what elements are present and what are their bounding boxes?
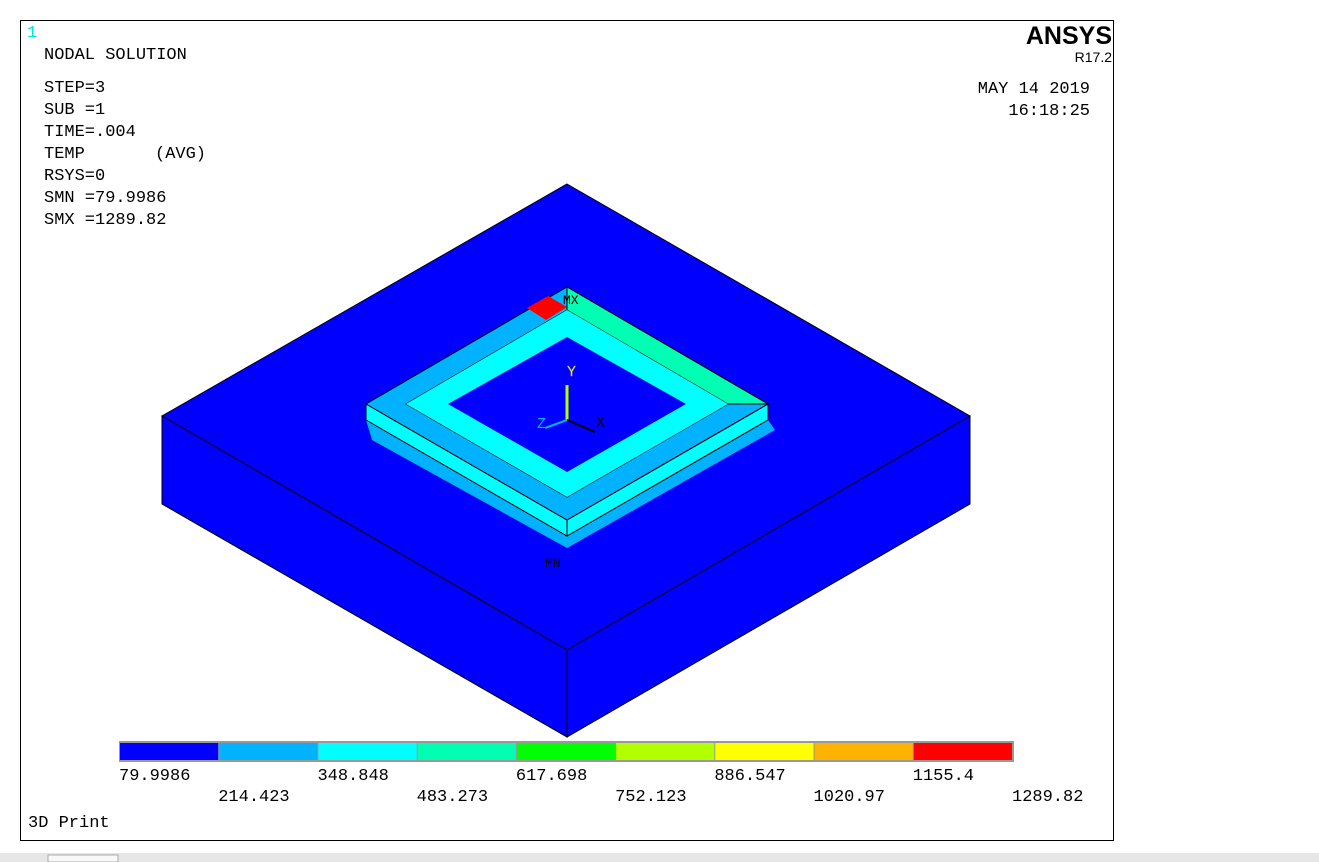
legend-label: 752.123 xyxy=(615,788,686,807)
legend-label: 348.848 xyxy=(317,767,388,786)
brand: ANSYS xyxy=(1026,22,1112,50)
axis-label-z: Z xyxy=(537,416,546,433)
time: 16:18:25 xyxy=(1008,102,1090,121)
legend-label: 214.423 xyxy=(218,788,289,807)
info-line: RSYS=0 xyxy=(44,167,105,186)
info-line: TIME=.004 xyxy=(44,123,136,142)
legend-label: 617.698 xyxy=(516,767,587,786)
info-block: STEP=3 SUB =1 TIME=.004 TEMP (AVG) RSYS=0 SMN … xyxy=(44,79,206,230)
legend-swatch xyxy=(715,743,814,760)
legend: 79.9986 214.423 348.848 483.273 617.698 752.1… xyxy=(119,743,1083,807)
hot-spot xyxy=(527,296,567,320)
min-marker: MN xyxy=(545,556,561,571)
date: MAY 14 2019 xyxy=(978,80,1090,99)
model xyxy=(160,183,971,738)
tab[interactable] xyxy=(47,854,119,862)
quantity: TEMP xyxy=(44,145,85,164)
legend-swatch xyxy=(120,743,219,760)
info-line: STEP=3 xyxy=(44,79,105,98)
legend-swatch xyxy=(219,743,318,760)
legend-label: 1020.97 xyxy=(814,788,885,807)
info-line: SMX =1289.82 xyxy=(44,211,166,230)
window-number: 1 xyxy=(27,24,37,43)
legend-swatch xyxy=(318,743,417,760)
legend-label: 1289.82 xyxy=(1012,788,1083,807)
legend-swatch xyxy=(417,743,516,760)
legend-swatch xyxy=(814,743,913,760)
legend-label: 886.547 xyxy=(714,767,785,786)
legend-swatch xyxy=(516,743,616,760)
legend-swatch xyxy=(616,743,715,760)
taskbar xyxy=(0,853,1319,862)
heading: NODAL SOLUTION xyxy=(44,46,187,65)
legend-label: 483.273 xyxy=(417,788,488,807)
axis-label-y: Y xyxy=(567,364,576,381)
release: R17.2 xyxy=(1075,49,1113,65)
axis-label-x: X xyxy=(596,415,605,432)
legend-label: 79.9986 xyxy=(119,767,190,786)
footer: 3D Print xyxy=(28,814,110,833)
info-line: SUB =1 xyxy=(44,101,105,120)
legend-swatch xyxy=(913,743,1012,760)
info-line: SMN =79.9986 xyxy=(44,189,166,208)
right-face xyxy=(566,415,971,738)
max-marker: MX xyxy=(563,293,579,308)
averaging: (AVG) xyxy=(155,145,206,164)
axis-z xyxy=(544,419,568,429)
axis-x xyxy=(566,419,596,433)
legend-label: 1155.4 xyxy=(913,767,974,786)
